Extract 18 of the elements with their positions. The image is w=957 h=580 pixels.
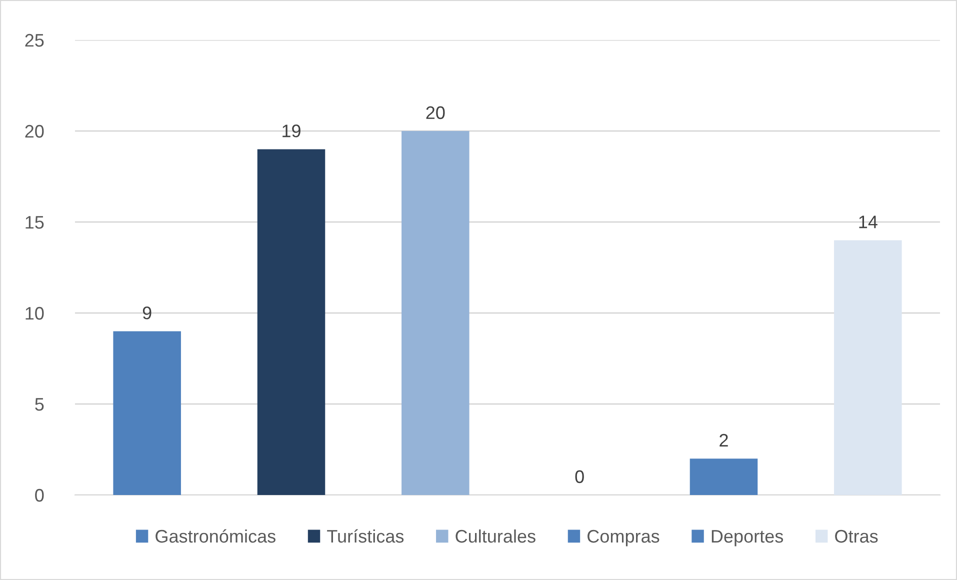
y-tick-label: 20 <box>25 124 44 138</box>
data-label: 9 <box>142 306 152 320</box>
y-tick-label: 10 <box>26 306 44 320</box>
legend-label: Culturales <box>456 529 536 543</box>
y-tick-label: 15 <box>26 216 44 229</box>
legend-label: Compras <box>588 530 660 546</box>
y-tick-label: 5 <box>35 398 44 411</box>
legend-label: Otras <box>835 530 878 543</box>
data-label: 2 <box>720 434 728 447</box>
data-label: 19 <box>282 124 300 138</box>
legend-label: Gastronómicas <box>156 529 276 543</box>
y-tick-label: 25 <box>25 34 44 47</box>
data-label: 14 <box>859 216 878 228</box>
legend-label: Turísticas <box>327 529 404 543</box>
legend-label: Deportes <box>712 530 784 546</box>
y-tick-label: 0 <box>35 488 44 502</box>
data-label: 20 <box>426 106 445 120</box>
data-label: 0 <box>575 470 584 484</box>
